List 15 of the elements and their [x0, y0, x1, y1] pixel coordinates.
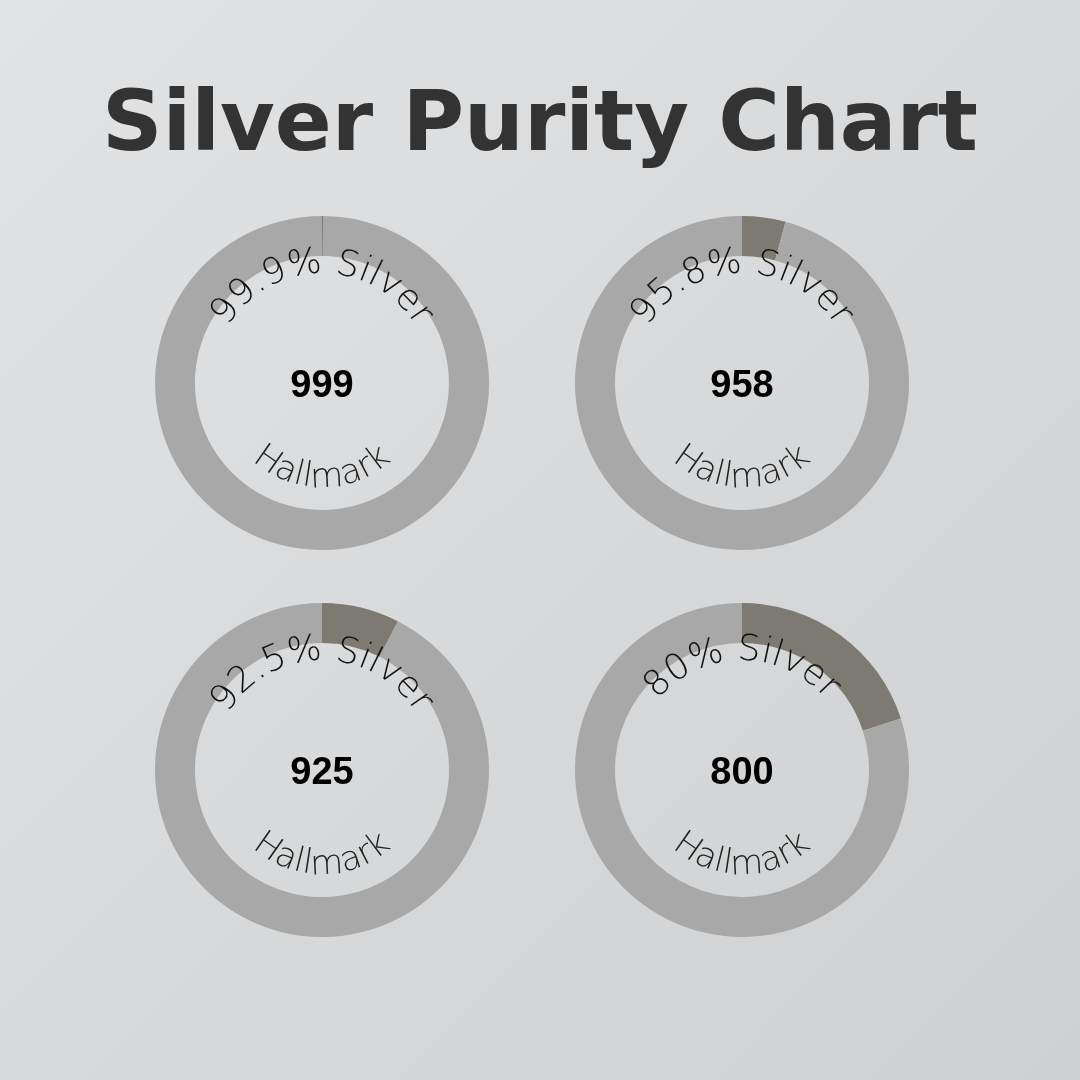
donut-slice: [575, 216, 909, 550]
chart-title: Silver Purity Chart: [102, 72, 978, 170]
text: Hallmark: [667, 821, 817, 883]
donut-slice: [155, 603, 489, 937]
text: Hallmark: [667, 434, 817, 496]
text: 80% Silver: [634, 626, 851, 706]
text: 925: [290, 750, 354, 792]
text: Hallmark: [247, 434, 397, 496]
text: 958: [710, 363, 774, 405]
text: 800: [710, 750, 774, 792]
text: 999: [290, 363, 354, 405]
text: Hallmark: [247, 821, 397, 883]
donut-slice: [155, 216, 489, 550]
donut-slice: [575, 603, 909, 937]
donut-slice: [742, 603, 901, 731]
